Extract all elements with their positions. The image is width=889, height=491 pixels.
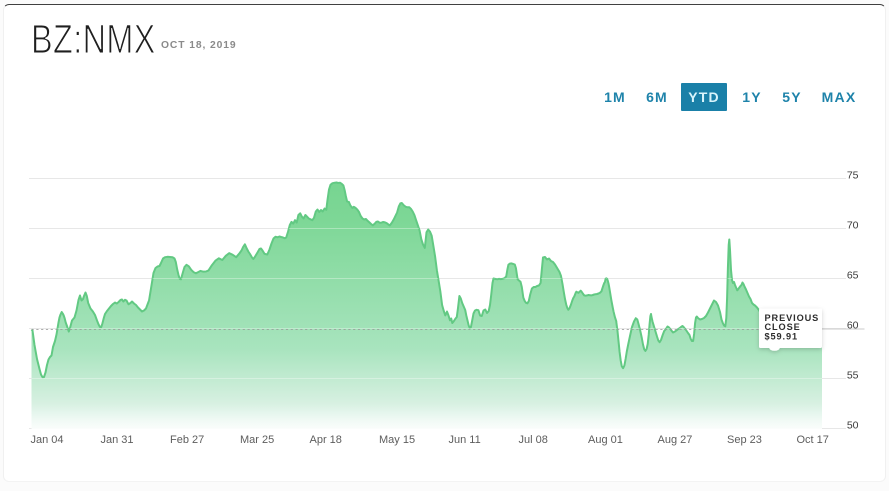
svg-text:CLOSE: CLOSE: [765, 322, 801, 332]
svg-text:PREVIOUS: PREVIOUS: [765, 313, 820, 323]
svg-text:60: 60: [847, 319, 859, 331]
svg-text:Jan 04: Jan 04: [31, 434, 64, 446]
svg-text:Aug 01: Aug 01: [588, 434, 623, 446]
svg-text:75: 75: [847, 169, 859, 181]
svg-text:Aug 27: Aug 27: [658, 434, 693, 446]
svg-text:65: 65: [847, 269, 859, 281]
svg-text:May 15: May 15: [379, 434, 415, 446]
svg-text:Apr 18: Apr 18: [310, 434, 342, 446]
svg-text:Sep 23: Sep 23: [727, 434, 762, 446]
svg-text:50: 50: [847, 419, 859, 431]
svg-text:Jul 08: Jul 08: [519, 434, 548, 446]
svg-text:Jan 31: Jan 31: [101, 434, 134, 446]
svg-text:Oct 17: Oct 17: [797, 434, 829, 446]
svg-text:Feb 27: Feb 27: [170, 434, 204, 446]
svg-text:$59.91: $59.91: [765, 332, 799, 342]
svg-text:Mar 25: Mar 25: [240, 434, 274, 446]
svg-text:Jun 11: Jun 11: [449, 434, 481, 446]
svg-text:55: 55: [847, 369, 859, 381]
svg-text:70: 70: [847, 219, 859, 231]
